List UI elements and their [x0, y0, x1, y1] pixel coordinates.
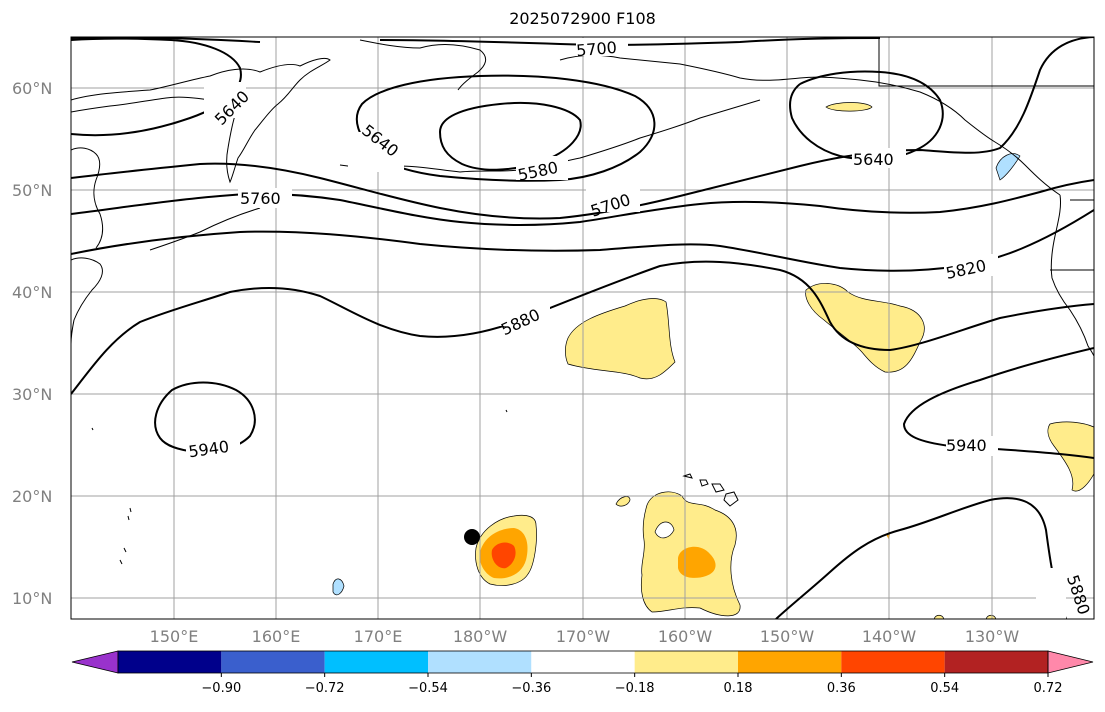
- contour-5940-east: [902, 347, 1094, 459]
- latitude-labels: 60°N 50°N 40°N 30°N 20°N 10°N: [12, 79, 52, 608]
- colorbar-extend-low: [71, 650, 119, 674]
- anomaly-patch-east-subtropics: [1047, 421, 1094, 492]
- coast-alaska: [559, 54, 1061, 196]
- anomaly-patch-hawaii-orange: [678, 546, 716, 578]
- map-panel: 5700 5640 5640 5580 5640 5760 5700 5820 …: [71, 37, 1094, 619]
- lat-label: 50°N: [12, 181, 52, 200]
- colorbar-swatch: [738, 651, 842, 673]
- anomaly-patch-neg-small: [332, 578, 345, 596]
- lat-label: 40°N: [12, 283, 52, 302]
- colorbar-tick-label: 0.18: [724, 681, 753, 696]
- contour-label: 5940: [946, 436, 987, 455]
- colorbar: −0.90 −0.72 −0.54 −0.36 −0.18 0.18 0.36 0.54 0.7…: [71, 650, 1094, 696]
- contour-labels: 5700 5640 5640 5580 5640 5760 5700 5820 …: [186, 38, 1094, 619]
- colorbar-tick-label: 0.72: [1034, 681, 1063, 696]
- contour-5880-south: [775, 497, 1067, 619]
- longitude-labels: 150°E 160°E 170°E 180°W 170°W 160°W 150°…: [150, 627, 1020, 646]
- coast-border-canada: [878, 37, 1094, 87]
- lon-label: 180°W: [453, 627, 508, 646]
- colorbar-tick-label: 0.54: [930, 681, 959, 696]
- lon-label: 160°W: [658, 627, 713, 646]
- colorbar-swatch: [944, 651, 1048, 673]
- colorbar-extend-high: [1047, 650, 1094, 674]
- anomaly-patch-neg-bc-coast: [995, 153, 1021, 181]
- contour-5640-low: [355, 74, 656, 182]
- contour-label: 5700: [575, 38, 617, 60]
- colorbar-swatch: [531, 651, 635, 673]
- anomaly-patch-small-1: [615, 496, 631, 507]
- colorbar-tick-label: −0.72: [305, 681, 345, 696]
- colorbar-outline: [117, 650, 1049, 674]
- coast-okhotsk-sakhalin: [71, 147, 104, 249]
- lat-label: 10°N: [12, 589, 52, 608]
- contour-label: 5760: [240, 189, 281, 208]
- colorbar-swatch: [221, 651, 325, 673]
- colorbar-tick-label: −0.18: [615, 681, 655, 696]
- anomaly-patch-central-pacific: [565, 298, 676, 380]
- contour-5640-nw: [71, 37, 242, 137]
- colorbar-swatch: [841, 651, 945, 673]
- lon-label: 150°W: [760, 627, 815, 646]
- storm-position-dot: [464, 529, 480, 545]
- lat-label: 60°N: [12, 79, 52, 98]
- lon-label: 130°W: [965, 627, 1020, 646]
- contour-5580: [439, 101, 582, 171]
- lon-label: 170°E: [354, 627, 403, 646]
- colorbar-swatch: [324, 651, 428, 673]
- lon-label: 150°E: [150, 627, 199, 646]
- colorbar-swatch: [634, 651, 738, 673]
- lat-label: 20°N: [12, 487, 52, 506]
- colorbar-swatch: [118, 651, 222, 673]
- map-title: 2025072900 F108: [509, 9, 656, 28]
- contour-5700-mid: [71, 37, 1094, 220]
- anomaly-patch-storm-red: [491, 542, 516, 569]
- coast-kuriles-japan: [71, 257, 103, 345]
- colorbar-tick-label: −0.90: [201, 681, 241, 696]
- lat-label: 30°N: [12, 385, 52, 404]
- anomaly-hole-hawaii: [654, 521, 675, 539]
- colorbar-tick-label: −0.36: [511, 681, 551, 696]
- lon-label: 160°E: [252, 627, 301, 646]
- lon-label: 140°W: [862, 627, 917, 646]
- map-frame: [70, 36, 1095, 620]
- colorbar-tick-label: −0.54: [408, 681, 448, 696]
- contour-5880: [71, 260, 1094, 395]
- contour-label: 5640: [853, 150, 894, 169]
- anomaly-patch-gulf-alaska-north: [825, 102, 873, 112]
- coast-hawaii: [682, 473, 739, 507]
- contour-5700-top: [71, 37, 881, 46]
- coast-small-islands: [91, 409, 508, 565]
- colorbar-swatch: [428, 651, 532, 673]
- lon-label: 170°W: [556, 627, 611, 646]
- colorbar-tick-label: 0.36: [827, 681, 856, 696]
